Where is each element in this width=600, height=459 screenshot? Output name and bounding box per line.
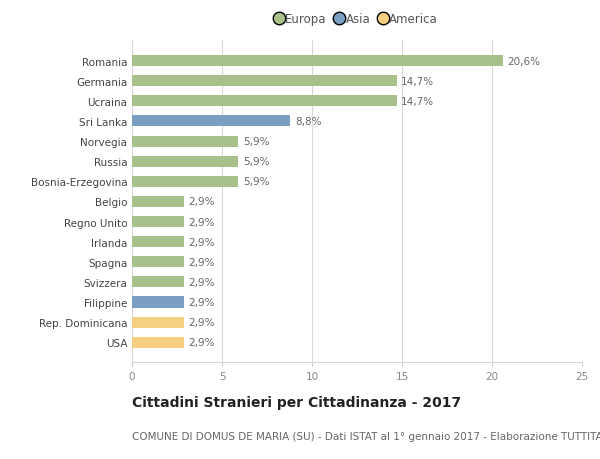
Bar — [132, 96, 397, 107]
Bar — [132, 337, 184, 348]
Bar — [132, 277, 184, 288]
Text: COMUNE DI DOMUS DE MARIA (SU) - Dati ISTAT al 1° gennaio 2017 - Elaborazione TUT: COMUNE DI DOMUS DE MARIA (SU) - Dati IST… — [132, 431, 600, 442]
Text: 14,7%: 14,7% — [401, 96, 434, 106]
Text: 2,9%: 2,9% — [188, 337, 215, 347]
Bar — [132, 56, 503, 67]
Text: 2,9%: 2,9% — [188, 197, 215, 207]
Bar — [132, 297, 184, 308]
Bar — [132, 76, 397, 87]
Text: 2,9%: 2,9% — [188, 237, 215, 247]
Bar — [132, 196, 184, 207]
Bar — [132, 257, 184, 268]
Text: 14,7%: 14,7% — [401, 77, 434, 86]
Text: 2,9%: 2,9% — [188, 318, 215, 327]
Legend: Europa, Asia, America: Europa, Asia, America — [271, 9, 443, 31]
Text: 5,9%: 5,9% — [242, 177, 269, 187]
Text: 2,9%: 2,9% — [188, 277, 215, 287]
Bar — [132, 317, 184, 328]
Text: 8,8%: 8,8% — [295, 117, 322, 127]
Text: 2,9%: 2,9% — [188, 257, 215, 267]
Bar — [132, 236, 184, 248]
Text: 5,9%: 5,9% — [242, 137, 269, 147]
Text: 20,6%: 20,6% — [508, 56, 540, 67]
Text: Cittadini Stranieri per Cittadinanza - 2017: Cittadini Stranieri per Cittadinanza - 2… — [132, 395, 461, 409]
Text: 2,9%: 2,9% — [188, 297, 215, 308]
Text: 2,9%: 2,9% — [188, 217, 215, 227]
Bar — [132, 176, 238, 187]
Bar — [132, 116, 290, 127]
Text: 5,9%: 5,9% — [242, 157, 269, 167]
Bar — [132, 217, 184, 228]
Bar — [132, 156, 238, 168]
Bar — [132, 136, 238, 147]
